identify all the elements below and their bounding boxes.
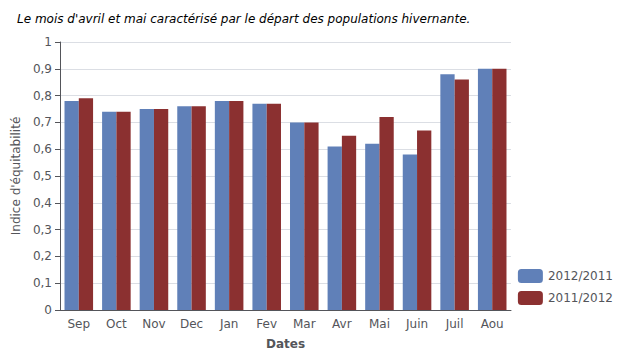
svg-text:Dates: Dates [266,337,305,351]
svg-text:Juil: Juil [445,317,464,331]
svg-text:0: 0 [44,303,52,317]
svg-text:Fev: Fev [256,317,277,331]
svg-text:Dec: Dec [180,317,203,331]
svg-text:Mar: Mar [293,317,316,331]
svg-text:2011/2012: 2011/2012 [548,291,613,305]
svg-text:Le mois d'avril et mai caracté: Le mois d'avril et mai caractérisé par l… [17,12,470,26]
svg-text:Jan: Jan [219,317,239,331]
svg-text:2012/2011: 2012/2011 [548,269,613,283]
svg-text:0,1: 0,1 [33,276,52,290]
svg-text:0,5: 0,5 [33,169,52,183]
svg-text:0,6: 0,6 [33,142,52,156]
svg-text:Juin: Juin [405,317,428,331]
svg-text:Indice d'équitabilité: Indice d'équitabilité [9,117,23,236]
svg-text:Aou: Aou [481,317,504,331]
svg-text:0,3: 0,3 [33,223,52,237]
svg-text:1: 1 [44,35,52,49]
svg-text:Mai: Mai [369,317,390,331]
svg-text:Nov: Nov [142,317,165,331]
svg-text:0,7: 0,7 [33,115,52,129]
svg-text:Sep: Sep [67,317,90,331]
svg-text:Avr: Avr [332,317,352,331]
svg-text:0,4: 0,4 [33,196,52,210]
svg-text:0,9: 0,9 [33,62,52,76]
svg-text:0,8: 0,8 [33,89,52,103]
svg-text:Oct: Oct [106,317,127,331]
svg-text:0,2: 0,2 [33,249,52,263]
